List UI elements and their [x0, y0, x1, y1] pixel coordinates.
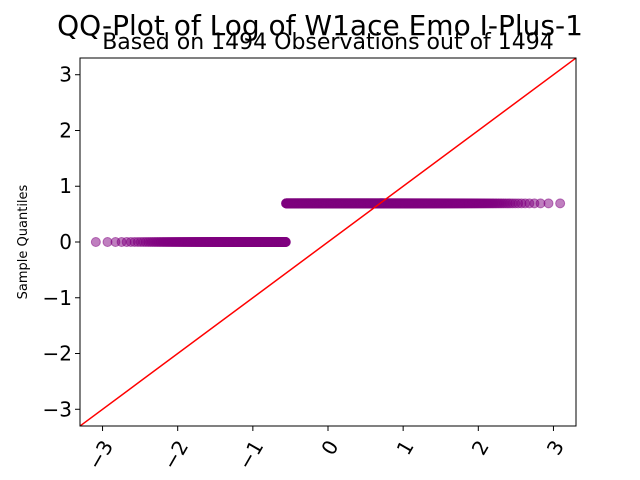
y-tick-label: 1 [59, 174, 72, 198]
y-axis-label: Sample Quantiles [16, 184, 31, 299]
x-tick-label: −1 [233, 436, 269, 474]
x-tick-label: −2 [158, 436, 194, 474]
data-point [90, 237, 101, 247]
y-tick-label: 3 [59, 63, 72, 87]
y-tick-label: −3 [43, 397, 72, 421]
x-tick-label: 1 [391, 436, 418, 459]
y-tick-label: 0 [59, 230, 72, 254]
y-tick-label: −1 [43, 286, 72, 310]
x-tick-label: −3 [83, 436, 119, 474]
data-points [90, 198, 588, 247]
reference-line [80, 58, 576, 426]
y-tick-label: 2 [59, 118, 72, 142]
x-tick-label: 0 [316, 436, 343, 459]
x-tick-label: 3 [542, 436, 569, 459]
data-point [579, 199, 588, 208]
data-point [555, 198, 566, 209]
x-tick-label: 2 [467, 436, 494, 459]
data-point [280, 237, 291, 247]
plot-area: −3 −2 −1 0 1 2 3 −3 −2 −1 0 1 2 3 [43, 57, 588, 474]
y-tick-label: −2 [43, 342, 72, 366]
data-point [543, 198, 554, 209]
chart-subtitle: Based on 1494 Observations out of 1494 [102, 30, 554, 55]
chart-title: QQ-Plot of Log of W1ace Emo I-Plus-1 [57, 9, 583, 42]
